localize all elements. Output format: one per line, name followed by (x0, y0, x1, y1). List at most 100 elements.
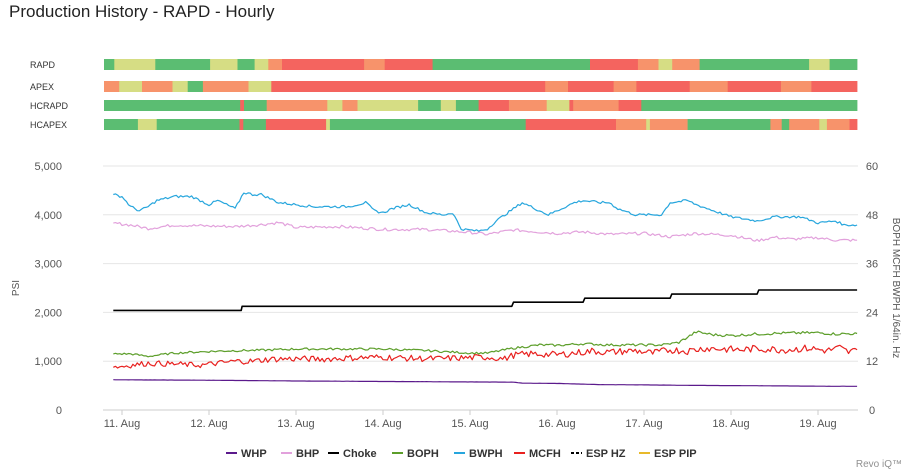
x-tick-label: 12. Aug (190, 418, 227, 430)
heat-cell-apex-11 (636, 81, 690, 92)
heat-cell-apex-6 (248, 81, 272, 92)
heat-cell-rapd-12 (637, 59, 659, 70)
heat-strips: RAPD APEX HCRAPD HCAPEX (30, 59, 858, 130)
legend-item-choke[interactable]: Choke (328, 448, 377, 460)
y-left-tick-label: 3,000 (34, 259, 62, 271)
heat-cell-rapd-9 (384, 59, 433, 70)
heat-cell-hcrapd-12 (546, 100, 570, 111)
heat-cell-rapd-14 (672, 59, 700, 70)
heat-cell-apex-14 (780, 81, 812, 92)
heat-cell-hcrapd-9 (455, 100, 479, 111)
heat-cell-rapd-11 (590, 59, 639, 70)
heat-cell-rapd-7 (282, 59, 365, 70)
heat-cell-hcapex-8 (525, 119, 617, 130)
heat-cell-apex-3 (172, 81, 189, 92)
heat-cell-hcapex-10 (646, 119, 651, 130)
heat-cell-hcrapd-16 (641, 100, 858, 111)
heat-cell-hcapex-6 (326, 119, 331, 130)
heat-cell-hcrapd-7 (418, 100, 442, 111)
legend-label-esp-hz: ESP HZ (586, 448, 626, 460)
series-line-bhp (113, 221, 858, 242)
legend-item-bhp[interactable]: BHP (281, 448, 319, 460)
legend-label-choke: Choke (343, 448, 377, 460)
heat-cell-hcapex-15 (789, 119, 820, 130)
heat-cell-apex-15 (811, 81, 858, 92)
heat-cell-hcapex-11 (649, 119, 688, 130)
heat-cell-rapd-0 (104, 59, 115, 70)
y-right-tick-label: 60 (866, 161, 878, 173)
heat-cell-apex-0 (104, 81, 120, 92)
x-tick-label: 13. Aug (277, 418, 314, 430)
series-line-boph (113, 330, 858, 358)
heat-cell-hcapex-5 (265, 119, 327, 130)
heat-row-label-rapd: RAPD (30, 60, 56, 70)
y-left-tick-label: 2,000 (34, 307, 62, 319)
y-left-tick-label: 5,000 (34, 161, 62, 173)
legend-label-bhp: BHP (296, 448, 319, 460)
heat-cell-rapd-13 (658, 59, 673, 70)
legend-label-boph: BOPH (407, 448, 439, 460)
heat-cell-apex-4 (187, 81, 204, 92)
heat-cell-hcapex-13 (770, 119, 783, 130)
y-right-tick-label: 36 (866, 259, 878, 271)
x-tick-label: 17. Aug (625, 418, 662, 430)
heat-cell-hcapex-4 (243, 119, 267, 130)
heat-cell-hcapex-12 (687, 119, 771, 130)
heat-cell-apex-13 (727, 81, 782, 92)
series-line-mcfh (113, 344, 858, 369)
legend-label-bwph: BWPH (469, 448, 503, 460)
series-line-whp (113, 379, 858, 387)
revo-iq-watermark: Revo iQ™ (855, 459, 902, 470)
heat-cell-rapd-15 (699, 59, 810, 70)
heat-cell-hcapex-14 (781, 119, 790, 130)
legend-label-whp: WHP (241, 448, 267, 460)
x-tick-label: 19. Aug (799, 418, 836, 430)
heat-cell-hcapex-0 (104, 119, 139, 130)
legend-item-esp-hz[interactable]: ESP HZ (571, 448, 626, 460)
x-tick-label: 18. Aug (712, 418, 749, 430)
heat-cell-hcrapd-2 (244, 100, 268, 111)
heat-cell-rapd-2 (155, 59, 211, 70)
heat-cell-hcapex-2 (156, 119, 240, 130)
heat-cell-hcapex-7 (329, 119, 527, 130)
y-right-tick-label: 12 (866, 356, 878, 368)
heat-cell-rapd-10 (432, 59, 591, 70)
heat-cell-rapd-3 (210, 59, 238, 70)
heat-cell-hcapex-9 (616, 119, 647, 130)
heat-cell-hcapex-16 (819, 119, 828, 130)
x-tick-label: 14. Aug (364, 418, 401, 430)
y-right-tick-label: 48 (866, 210, 878, 222)
y-right-tick-label: 0 (869, 405, 875, 417)
legend-item-boph[interactable]: BOPH (392, 448, 439, 460)
heat-cell-apex-7 (271, 81, 546, 92)
heat-cell-rapd-17 (829, 59, 858, 70)
heat-cell-rapd-5 (254, 59, 269, 70)
heat-cell-hcapex-3 (239, 119, 244, 130)
x-tick-label: 16. Aug (538, 418, 575, 430)
heat-cell-hcrapd-4 (327, 100, 343, 111)
heat-row-label-hcrapd: HCRAPD (30, 101, 69, 111)
axes: 0 1,000 2,000 3,000 4,000 5,000 0 12 24 36 48 60 11.… (11, 161, 901, 430)
y-right-axis-title: BOPH MCFH BWPH 1/64in. Hz (890, 218, 901, 359)
y-left-tick-label: 4,000 (34, 210, 62, 222)
heat-row-label-hcapex: HCAPEX (30, 120, 67, 130)
heat-cell-rapd-16 (809, 59, 830, 70)
heat-cell-hcrapd-11 (508, 100, 548, 111)
heat-cell-hcapex-17 (826, 119, 850, 130)
legend-item-bwph[interactable]: BWPH (454, 448, 503, 460)
chart-title: Production History - RAPD - Hourly (9, 2, 275, 21)
y-left-tick-label: 1,000 (34, 356, 62, 368)
legend-item-mcfh[interactable]: MCFH (514, 448, 561, 460)
legend-item-whp[interactable]: WHP (226, 448, 267, 460)
series-line-choke (113, 289, 858, 312)
y-right-tick-label: 24 (866, 307, 878, 319)
heat-cell-hcrapd-0 (104, 100, 241, 111)
heat-cell-hcrapd-10 (478, 100, 510, 111)
heat-cell-apex-2 (142, 81, 173, 92)
legend: WHP BHP Choke BOPH BWPH MCFH ESP HZ ESP PIP (226, 448, 697, 460)
legend-item-esp-pip[interactable]: ESP PIP (639, 448, 697, 460)
grid-lines (103, 165, 858, 411)
y-left-tick-label: 0 (56, 405, 62, 417)
legend-label-mcfh: MCFH (529, 448, 561, 460)
